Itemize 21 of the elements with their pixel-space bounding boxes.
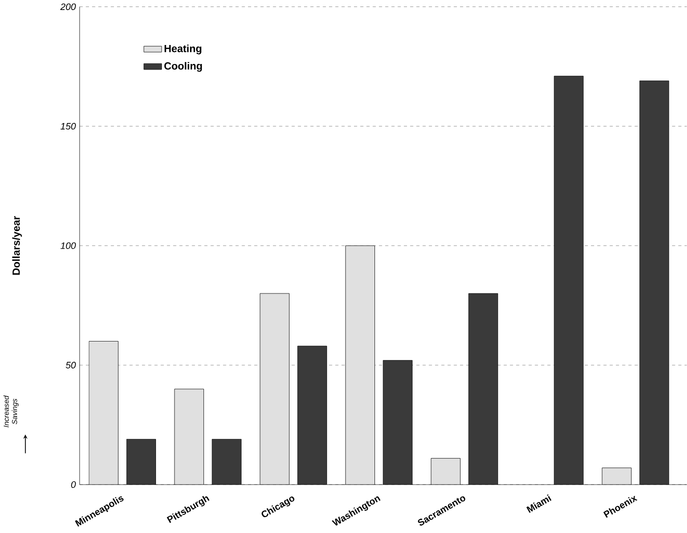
legend-label: Heating: [164, 44, 202, 54]
bar: [126, 438, 156, 484]
bar: [382, 360, 413, 484]
bar: [260, 293, 290, 484]
bar: [639, 80, 670, 484]
bar: [297, 346, 328, 484]
bar: [468, 293, 498, 484]
y-tick-label: 100: [60, 242, 76, 249]
bar: [345, 245, 375, 484]
y-axis-title: Dollars/year: [12, 216, 22, 275]
bar: [602, 467, 632, 484]
y-tick-label: 200: [60, 3, 76, 10]
bar: [554, 76, 584, 484]
bar: [174, 388, 204, 484]
bar: [88, 340, 118, 484]
y-tick-label: 0: [71, 481, 76, 488]
legend-label: Cooling: [164, 62, 202, 72]
bar: [430, 458, 460, 484]
bar: [212, 438, 242, 484]
y-tick-label: 50: [66, 362, 76, 368]
y-tick-label: 150: [60, 122, 76, 130]
